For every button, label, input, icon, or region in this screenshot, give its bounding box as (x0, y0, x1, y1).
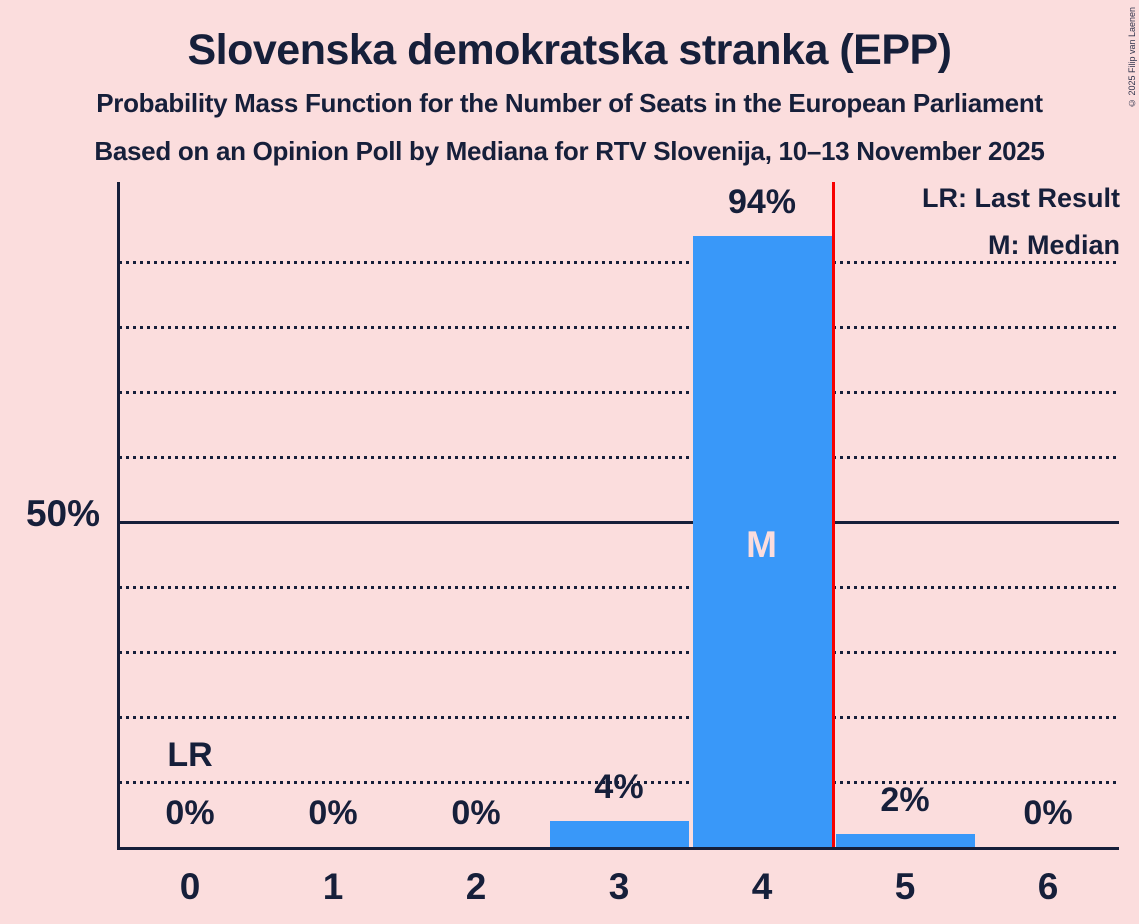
gridline-dotted-20pct (119, 716, 1119, 719)
x-tick-label-6: 6 (1037, 866, 1059, 907)
bar-seat-5 (836, 834, 975, 847)
median-annotation: M (746, 524, 777, 565)
bar-value-label-seat-5: 2% (880, 781, 930, 819)
gridline-50pct (119, 521, 1119, 524)
legend-last-result: LR: Last Result (921, 183, 1120, 213)
gridline-dotted-60pct (119, 456, 1119, 459)
y-axis-label: 50% (25, 493, 100, 534)
x-tick-label-1: 1 (322, 866, 344, 907)
bar-seat-4 (693, 236, 832, 847)
bar-value-label-seat-1: 0% (308, 794, 358, 832)
chart-subtitle-poll: Based on an Opinion Poll by Mediana for … (94, 136, 1045, 166)
chart-title: Slovenska demokratska stranka (EPP) (187, 26, 952, 74)
x-axis-line (117, 847, 1119, 850)
chart-subtitle-pmf: Probability Mass Function for the Number… (96, 88, 1043, 118)
gridline-dotted-90pct (119, 261, 1119, 264)
gridline-dotted-30pct (119, 651, 1119, 654)
last-result-annotation: LR (167, 736, 213, 774)
y-axis-line (117, 182, 120, 850)
bar-value-label-seat-2: 0% (451, 794, 501, 832)
x-tick-label-5: 5 (894, 866, 916, 907)
last-result-line (832, 182, 835, 847)
bar-value-label-seat-0: 0% (165, 794, 215, 832)
gridline-dotted-70pct (119, 391, 1119, 394)
x-tick-label-3: 3 (608, 866, 630, 907)
gridline-dotted-80pct (119, 326, 1119, 329)
gridline-dotted-40pct (119, 586, 1119, 589)
bar-value-label-seat-4: 94% (727, 183, 797, 221)
bar-value-label-seat-6: 0% (1023, 794, 1073, 832)
gridline-dotted-10pct (119, 781, 1119, 784)
x-tick-label-2: 2 (465, 866, 487, 907)
legend-median: M: Median (988, 230, 1120, 260)
bar-value-label-seat-3: 4% (594, 768, 644, 806)
x-tick-label-0: 0 (179, 866, 201, 907)
bar-seat-3 (550, 821, 689, 847)
x-tick-label-4: 4 (751, 866, 773, 907)
